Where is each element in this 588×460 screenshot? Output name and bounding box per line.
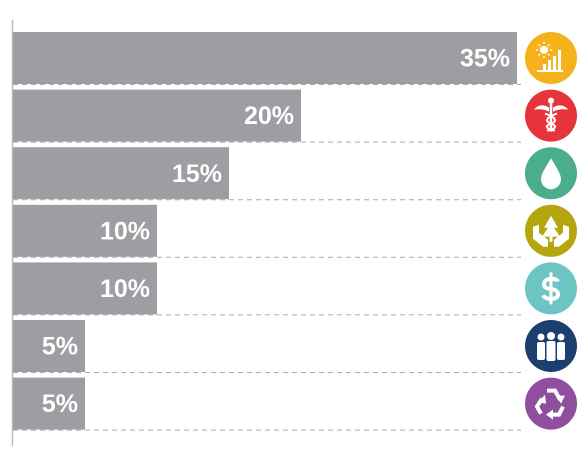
glyph-part [549, 236, 553, 242]
bar [13, 147, 229, 200]
glyph-part [548, 60, 551, 70]
glyph-part [543, 64, 546, 70]
icon-glyph [533, 215, 569, 247]
bar [13, 204, 157, 257]
glyph-part [548, 97, 554, 104]
bar [13, 377, 85, 430]
glyph-part [546, 341, 556, 361]
glyph-part [534, 105, 568, 112]
glyph-part [537, 342, 545, 360]
glyph-part [547, 332, 555, 340]
glyph-part [533, 224, 569, 247]
bar [13, 89, 301, 142]
glyph-part [542, 215, 560, 237]
value-label: 10% [100, 275, 150, 303]
icon-glyph [541, 272, 561, 305]
glyph-part [557, 342, 565, 360]
glyph-part [537, 333, 545, 341]
glyph-part [558, 50, 561, 70]
value-label: 10% [100, 217, 150, 245]
glyph-part [557, 333, 565, 341]
value-label: 15% [172, 160, 222, 188]
bar [13, 262, 157, 315]
icon-glyph [534, 388, 565, 420]
category-icon [525, 32, 577, 84]
icon-glyph [537, 332, 565, 361]
glyph-part [553, 56, 556, 70]
bar [13, 320, 85, 372]
glyph-part [536, 42, 552, 58]
value-label: 5% [42, 390, 78, 418]
value-label: 20% [244, 102, 294, 130]
glyph-part [537, 70, 563, 72]
glyph-part [538, 394, 565, 420]
icon-glyph [541, 158, 561, 190]
bar [13, 32, 517, 84]
icon-glyph [536, 42, 563, 72]
value-label: 35% [460, 45, 510, 73]
glyph-part [544, 112, 558, 132]
value-label: 5% [42, 333, 78, 361]
glyph-part [540, 46, 548, 54]
category-icon [525, 377, 577, 430]
icon-glyph [534, 97, 568, 132]
glyph-part [541, 158, 561, 190]
